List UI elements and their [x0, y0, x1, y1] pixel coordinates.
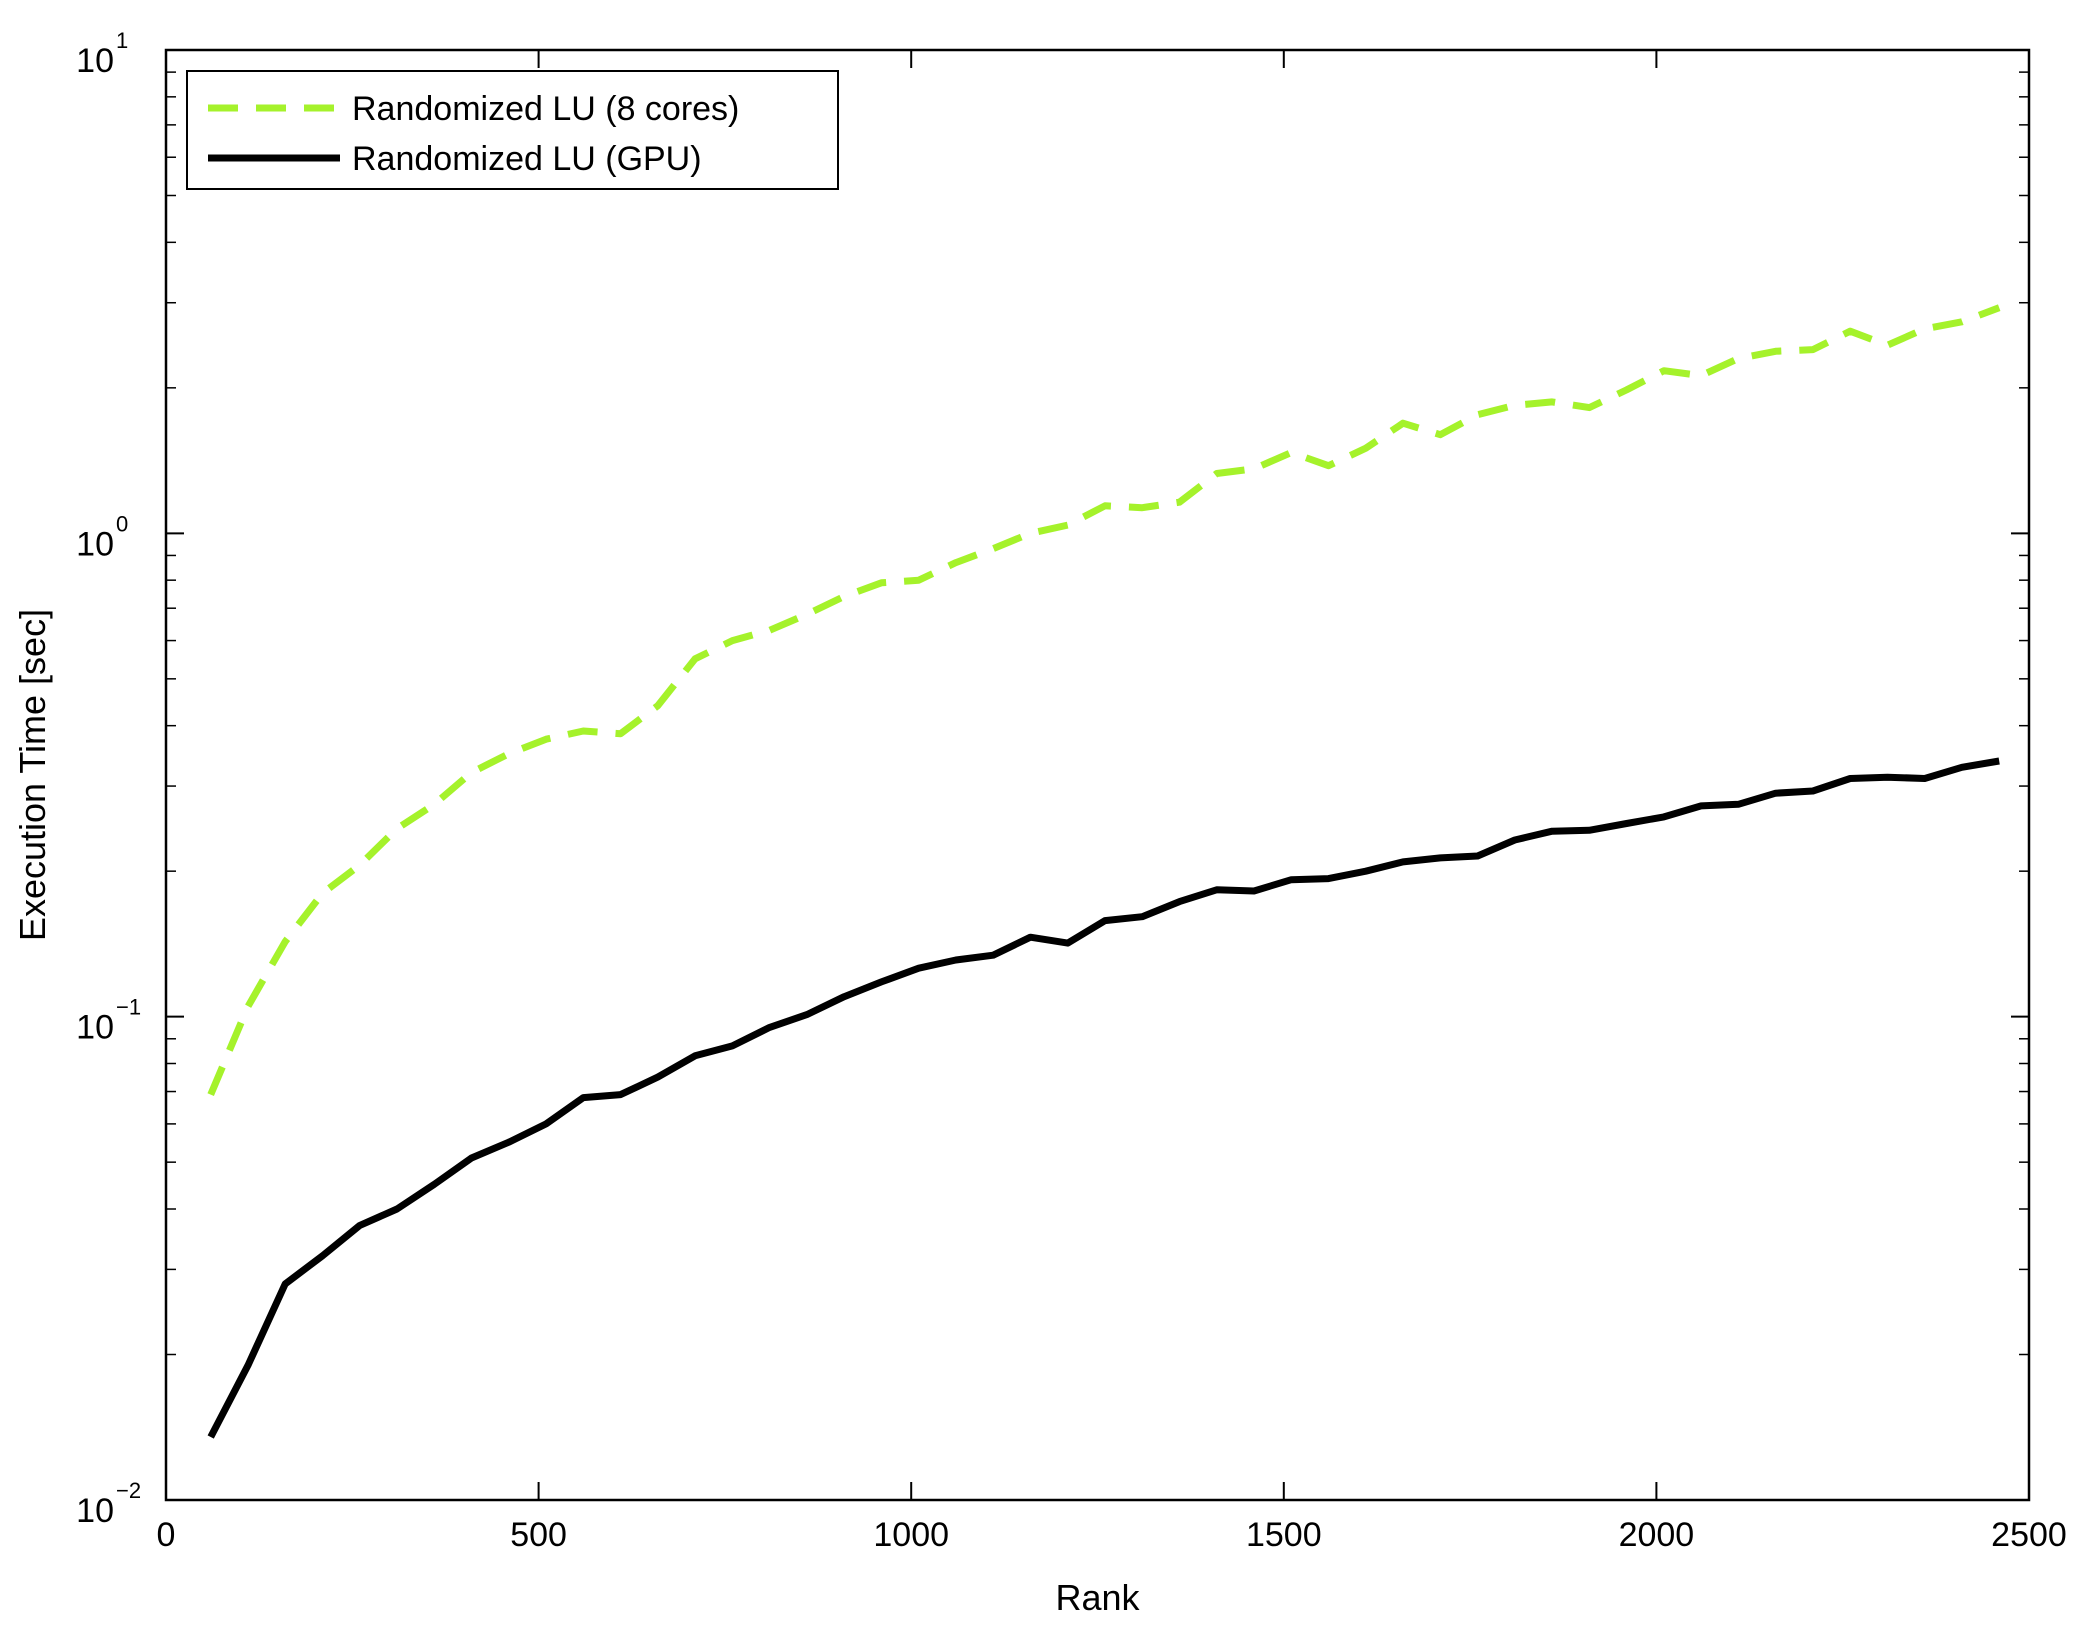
legend-label-8-cores: Randomized LU (8 cores)	[352, 90, 739, 128]
plot-frame	[164, 48, 2031, 1502]
y-axis-label: Execution Time [sec]	[12, 609, 53, 941]
x-tick-label: 1500	[1246, 1516, 1322, 1554]
y-tick-label-exponent: −2	[116, 1478, 141, 1503]
y-tick-label-base: 10	[76, 1009, 114, 1047]
series-line-1	[207, 757, 2000, 1439]
legend: Randomized LU (8 cores) Randomized LU (G…	[186, 70, 839, 190]
x-tick-label: 2500	[1991, 1516, 2067, 1554]
x-tick-label: 1000	[873, 1516, 949, 1554]
series-line-0	[207, 304, 2001, 1096]
y-tick-label-base: 10	[76, 1492, 114, 1530]
legend-label-gpu: Randomized LU (GPU)	[352, 140, 702, 178]
y-tick-label-base: 10	[76, 525, 114, 563]
y-tick-label: 10−2	[76, 1478, 141, 1530]
y-tick-label: 100	[76, 511, 128, 563]
series-layer	[207, 304, 2001, 1439]
y-tick-label-exponent: −1	[116, 995, 141, 1020]
y-tick-label-exponent: 0	[116, 511, 128, 536]
x-tick-label: 0	[157, 1516, 176, 1554]
legend-box	[186, 70, 839, 190]
y-tick-label: 101	[76, 28, 128, 80]
x-tick-label: 2000	[1619, 1516, 1695, 1554]
y-tick-label-base: 10	[76, 42, 114, 80]
x-tick-labels: 0 500 1000 1500 2000 2500	[157, 1516, 2067, 1554]
y-tick-label: 10−1	[76, 995, 141, 1047]
x-tick-label: 500	[510, 1516, 567, 1554]
x-axis-label: Rank	[1055, 1577, 1140, 1618]
y-tick-label-exponent: 1	[116, 28, 128, 53]
